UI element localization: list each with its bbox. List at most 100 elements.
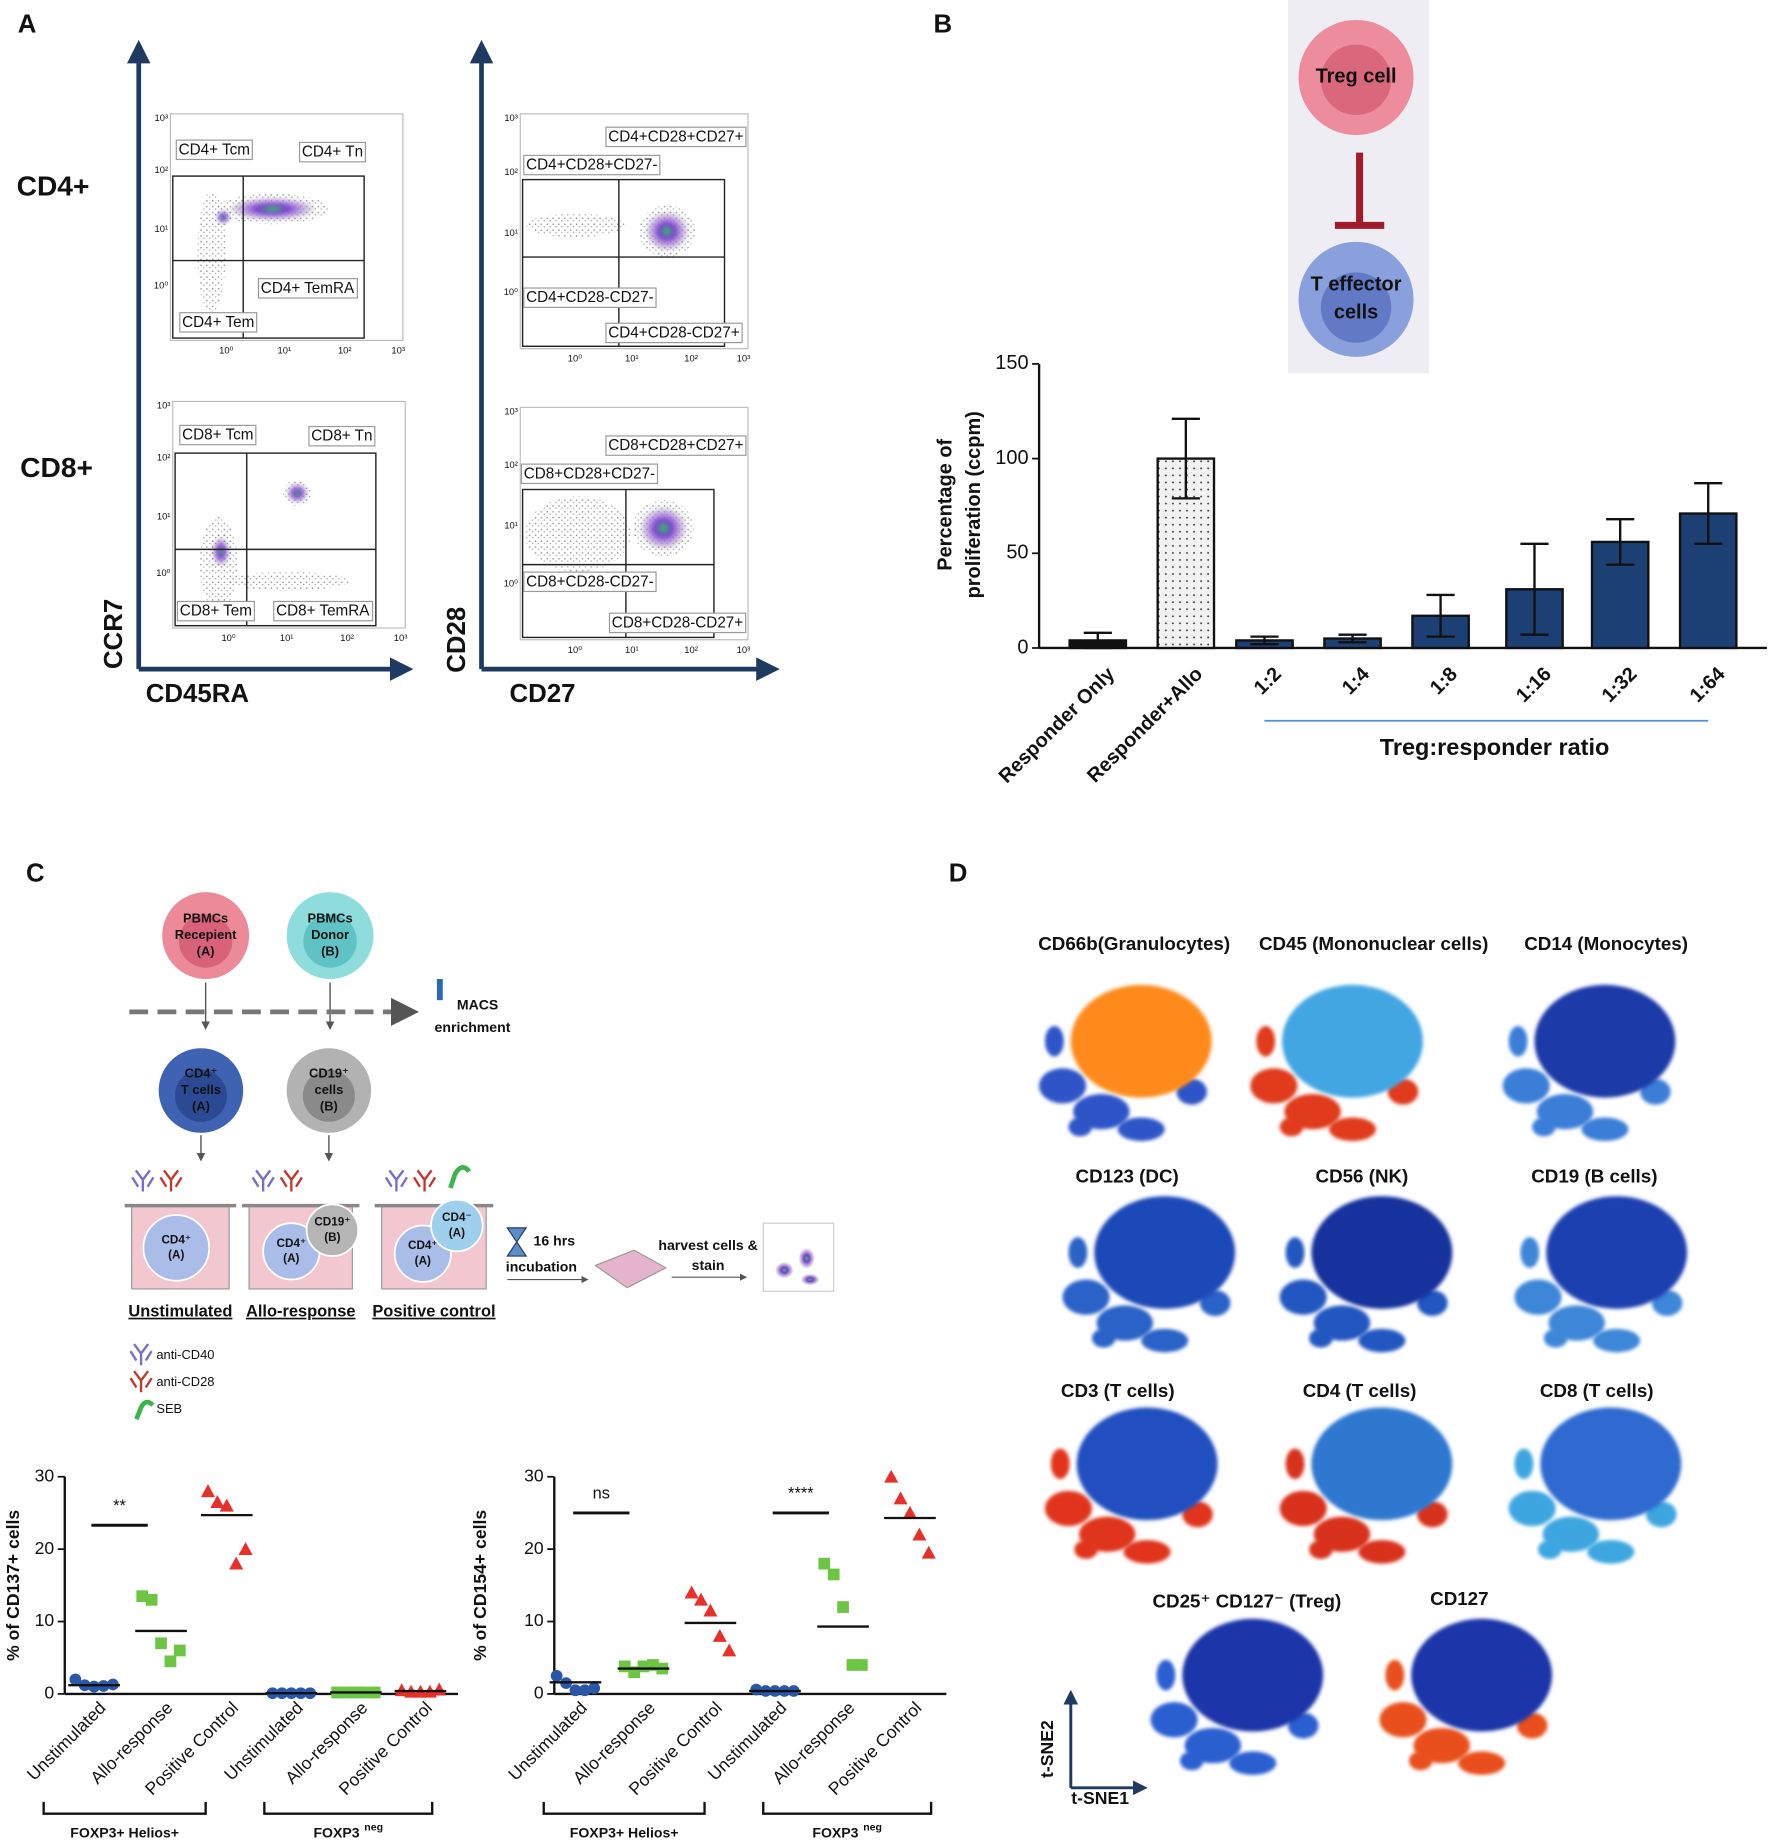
data-point [912,1527,927,1541]
treg-diagram: Treg cell T effector cells [1287,0,1429,374]
cell-label: (A) [415,1254,431,1267]
data-point [550,1669,563,1682]
error-bar [1520,542,1549,636]
map-cluster [1076,1407,1218,1521]
x-tick-label: 1:32 [1598,663,1642,707]
map-cluster [1385,1659,1405,1691]
mini-density [774,1261,794,1279]
gate-label: CD8+ Tcm [182,427,253,444]
antibody-icon [159,1169,183,1192]
map-cluster [1229,1751,1277,1775]
cell-label: CD4⁺ [408,1239,438,1252]
y-tick-label: 10¹ [157,510,171,521]
gate-label: CD4+CD28-CD27- [526,289,654,306]
map-cluster [1520,1237,1540,1268]
treg-label: Treg cell [1316,66,1397,88]
error-bar [1606,518,1635,566]
map-cluster [1311,1196,1453,1309]
gate-label: CD4+CD28+CD27+ [608,128,743,145]
cell-label: T cells [181,1082,221,1097]
error-bar [1171,417,1200,500]
legend-label: anti-CD40 [156,1347,214,1362]
data-point [69,1673,82,1686]
group-bracket [542,1801,706,1815]
group-bracket [42,1801,207,1815]
gate-label: CD8+ TemRA [276,603,370,620]
cell [142,1214,211,1282]
y-tick-label: 10¹ [504,227,518,238]
y-axis-label: % of CD137+ cells [3,1510,23,1661]
group-label-text: FOXP3+ Helios+ [570,1824,679,1840]
well-label: Positive control [372,1303,495,1321]
mini-plot [762,1222,835,1292]
antibody-icon [129,1343,153,1366]
gate-label-box [176,600,255,622]
map-cluster [1123,1540,1171,1564]
legend-label: anti-CD28 [156,1374,214,1389]
y-tick-label: 10³ [504,112,518,123]
x-tick-label: 10² [338,344,352,355]
map-cluster [1070,984,1212,1098]
x-tick-label: 10³ [737,353,751,364]
group-label-text: FOXP3 [812,1824,858,1840]
cell-label: (A) [283,1252,299,1265]
map-cluster [1250,1068,1298,1104]
cell-label: Recepient [175,927,237,942]
effector-nucleus [1320,272,1392,343]
mini-density [800,1273,820,1286]
cell-label: (A) [197,943,215,958]
map-cluster [1508,1490,1556,1527]
y-tick-label: 100 [995,447,1028,469]
y-tick-label: 10³ [504,405,518,416]
group-label: FOXP3 neg [313,1822,383,1841]
tsne-map [1379,1618,1553,1775]
cell [305,1203,360,1257]
y-tick-label: 10² [155,164,169,175]
tsne-map [1279,1407,1453,1564]
data-point [712,1628,727,1642]
gate-label-box [523,154,661,176]
mini-density [798,1247,815,1269]
data-point [837,1601,849,1613]
macs-label: MACS [457,997,498,1013]
y-tick-label: 30 [35,1465,55,1485]
y-axis-label: % of CD154+ cells [470,1510,490,1661]
map-cluster [1156,1659,1176,1691]
gate-label: CD8+CD28+CD27+ [608,437,743,454]
group-bracket [762,1801,933,1815]
flow-plot [519,406,749,641]
map-cluster [1358,1328,1406,1353]
map-cluster [1279,1490,1327,1527]
data-point [818,1557,831,1570]
significance-label: ** [113,1497,126,1515]
antibody-icon [384,1169,408,1192]
map-title: CD45 (Mononuclear cells) [1259,933,1488,954]
data-point [750,1683,763,1696]
map-cluster [1285,1237,1305,1268]
data-point [394,1683,409,1697]
gate-label-box [308,425,376,447]
cell-label: (B) [321,943,339,958]
antibody-icon [129,1370,153,1393]
gate [521,488,715,639]
data-point [884,1469,899,1483]
map-cluster [1179,1751,1204,1771]
y-tick-label: 10 [524,1610,544,1630]
map-cluster [1581,1117,1629,1142]
cell-label: CD4⁺ [185,1066,218,1081]
data-point [569,1684,582,1697]
cell-label: CD4⁻ [442,1211,472,1224]
data-point [628,1666,640,1679]
map-cluster [1062,1279,1110,1315]
x-tick-label: 10⁰ [568,644,582,655]
map-cluster [1411,1618,1553,1732]
map-title: CD123 (DC) [1076,1165,1179,1186]
gate-label: CD4+CD28+CD27- [526,157,657,174]
y-tick-label: 10² [157,452,171,463]
gate-label: CD4+ Tcm [179,141,250,158]
data-point [229,1556,244,1570]
cell-density [227,196,318,222]
gate-label: CD8+CD28-CD27+ [612,614,743,631]
y-tick-label: 10⁰ [504,286,518,297]
gate-label-box [523,287,657,308]
